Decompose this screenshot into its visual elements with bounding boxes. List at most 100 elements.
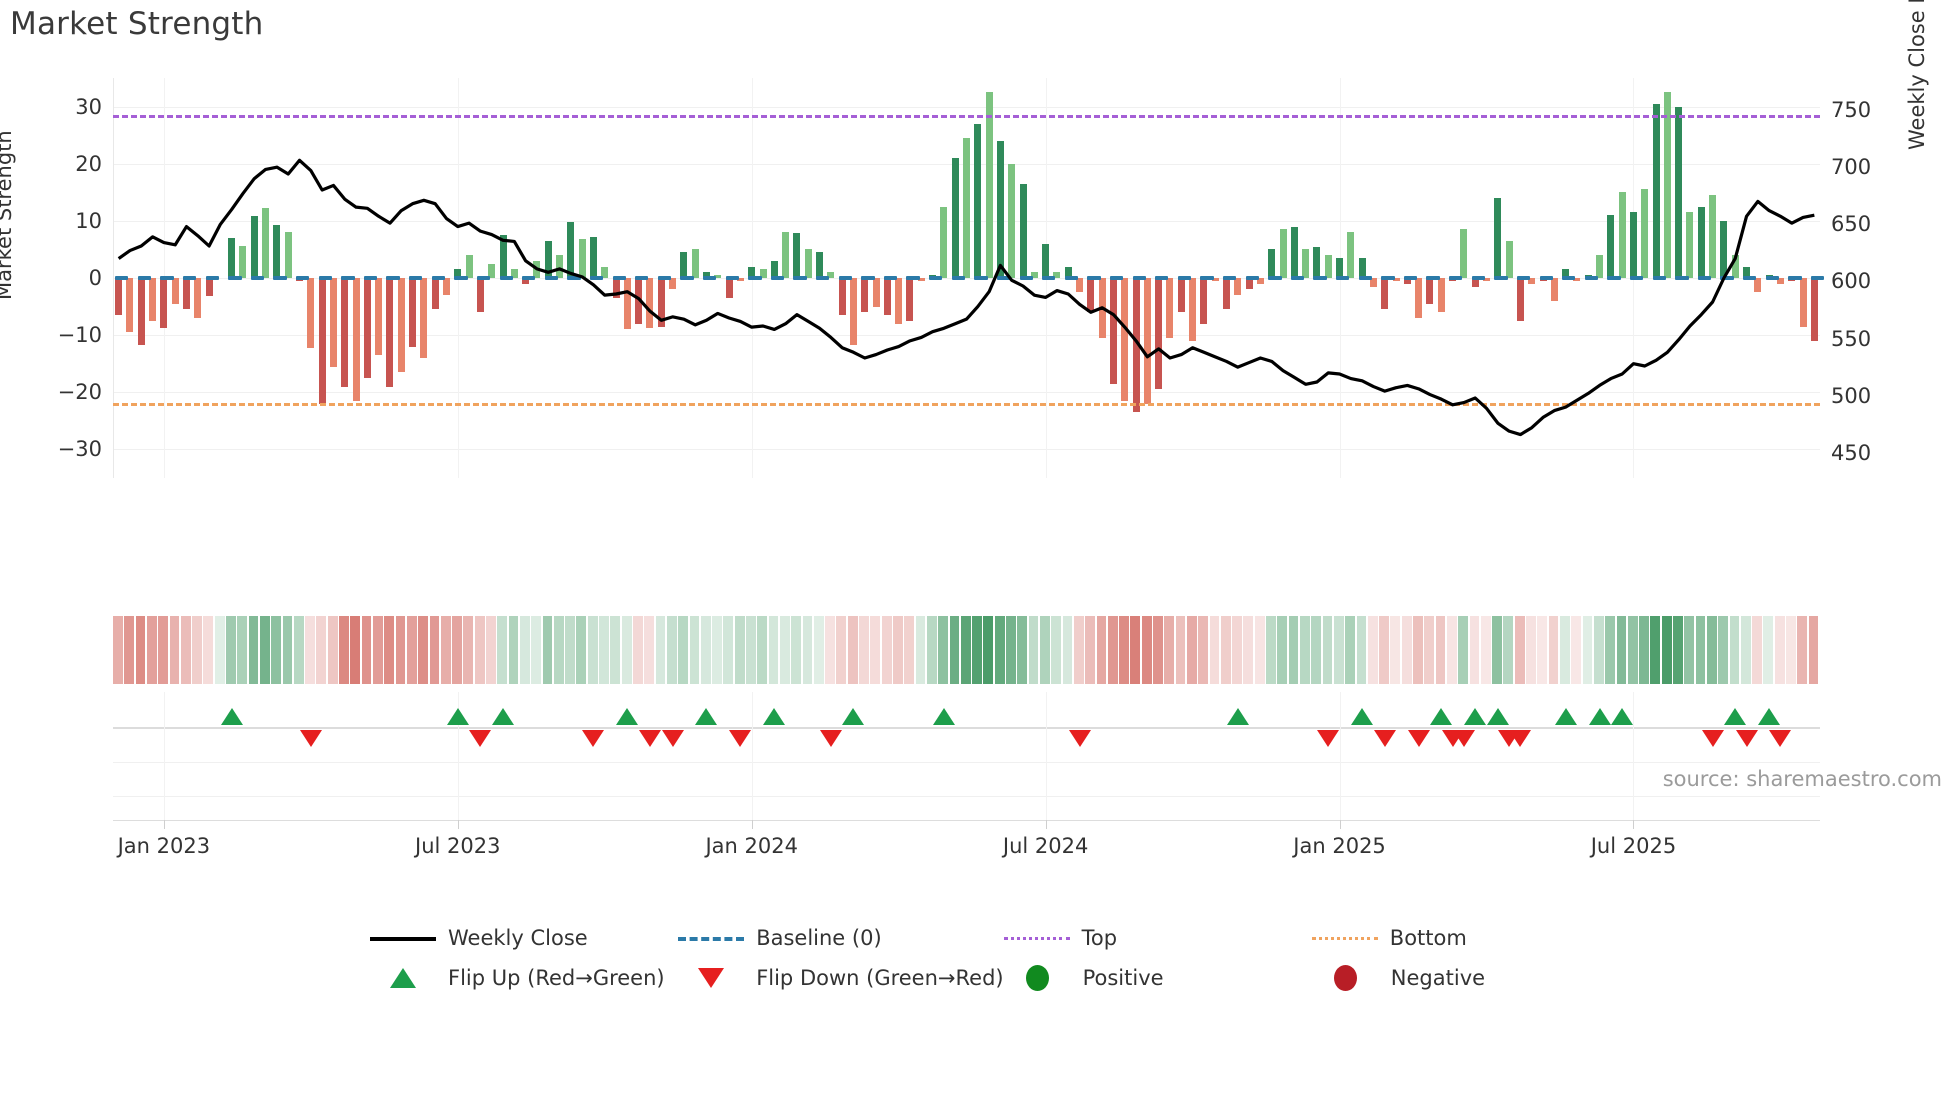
heat-strip-cell bbox=[1650, 616, 1661, 684]
legend-item[interactable]: Positive bbox=[1004, 965, 1312, 991]
baseline-segment bbox=[1539, 276, 1553, 280]
heat-strip-cell bbox=[1593, 616, 1604, 684]
heat-strip-cell bbox=[463, 616, 474, 684]
heat-strip-cell bbox=[1356, 616, 1367, 684]
bar-positive bbox=[1460, 229, 1468, 278]
gridline bbox=[113, 106, 1820, 108]
bar-positive bbox=[228, 238, 236, 278]
heat-strip-cell bbox=[1740, 616, 1751, 684]
x-axis-tick-label: Jul 2023 bbox=[415, 834, 501, 858]
heat-strip-cell bbox=[1164, 616, 1175, 684]
heat-strip-cell bbox=[214, 616, 225, 684]
bar-positive bbox=[940, 206, 948, 278]
legend-item[interactable]: Flip Down (Green→Red) bbox=[678, 965, 1004, 990]
bar-negative bbox=[1483, 278, 1490, 281]
baseline-segment bbox=[725, 276, 739, 280]
baseline-segment bbox=[499, 276, 513, 280]
baseline-segment bbox=[816, 276, 830, 280]
baseline-segment bbox=[1155, 276, 1169, 280]
baseline-segment bbox=[1290, 276, 1305, 280]
baseline-segment bbox=[1132, 276, 1146, 280]
baseline-segment bbox=[680, 276, 694, 280]
flip-up-marker bbox=[1588, 708, 1611, 725]
heat-strip-cell bbox=[1661, 616, 1672, 684]
bar-positive bbox=[1675, 106, 1683, 278]
legend-item[interactable]: Weekly Close bbox=[370, 928, 678, 949]
legend-item[interactable]: Negative bbox=[1312, 965, 1620, 991]
heat-strip-cell bbox=[1706, 616, 1717, 684]
bar-positive bbox=[1607, 215, 1615, 278]
legend-item[interactable]: Top bbox=[1003, 928, 1312, 949]
bar-positive bbox=[250, 216, 258, 278]
baseline-segment bbox=[1042, 276, 1056, 280]
legend-item[interactable]: Flip Up (Red→Green) bbox=[370, 967, 678, 989]
bar-negative bbox=[1155, 278, 1163, 390]
heat-strip-cell bbox=[124, 616, 135, 684]
heat-strip-cell bbox=[158, 616, 168, 684]
baseline-segment bbox=[1494, 276, 1508, 280]
baseline-segment bbox=[1720, 276, 1734, 280]
legend-item[interactable]: Bottom bbox=[1311, 928, 1620, 949]
bar-positive bbox=[1494, 198, 1502, 278]
bar-negative bbox=[849, 278, 857, 346]
bar-negative bbox=[1121, 278, 1129, 401]
heat-strip-cell bbox=[1571, 616, 1582, 684]
legend-label: Negative bbox=[1390, 965, 1486, 990]
heat-strip-cell bbox=[847, 616, 858, 684]
heat-strip-cell bbox=[633, 616, 643, 684]
source-panel bbox=[113, 762, 1820, 820]
heat-strip-cell bbox=[497, 616, 508, 684]
bar-positive bbox=[284, 232, 292, 278]
baseline-segment bbox=[1268, 276, 1282, 280]
legend-item[interactable]: Baseline (0) bbox=[678, 928, 1003, 949]
bar-positive bbox=[691, 249, 699, 278]
y-axis-right-tick: 500 bbox=[1831, 383, 1872, 408]
flip-up-marker bbox=[1758, 708, 1781, 725]
bar-negative bbox=[1211, 278, 1219, 281]
bar-positive bbox=[601, 266, 609, 278]
heat-strip-cell bbox=[791, 616, 802, 684]
bar-positive bbox=[962, 138, 970, 278]
legend-label: Flip Down (Green→Red) bbox=[756, 965, 1004, 990]
heat-strip-cell bbox=[1345, 616, 1355, 684]
x-gridline bbox=[751, 762, 753, 820]
bar-positive bbox=[1641, 189, 1649, 278]
x-axis-tick-mark bbox=[163, 820, 165, 829]
baseline-segment bbox=[1697, 276, 1712, 280]
bar-negative bbox=[1256, 278, 1264, 284]
heat-strip-cell bbox=[135, 616, 146, 684]
bar-positive bbox=[1505, 240, 1513, 278]
baseline-segment bbox=[137, 276, 152, 280]
bar-negative bbox=[1573, 278, 1581, 281]
gridline bbox=[113, 392, 1820, 394]
gridline bbox=[113, 278, 1820, 279]
heat-strip-cell bbox=[915, 616, 926, 684]
bar-negative bbox=[1516, 278, 1524, 321]
heat-strip-cell bbox=[1028, 616, 1039, 684]
bar-negative bbox=[872, 278, 880, 307]
x-gridline bbox=[1339, 692, 1341, 762]
bar-negative bbox=[725, 278, 733, 298]
bar-negative bbox=[1200, 278, 1208, 324]
bar-negative bbox=[1087, 278, 1095, 313]
heat-strip-cell bbox=[1469, 616, 1480, 684]
bar-negative bbox=[906, 278, 914, 321]
baseline-segment bbox=[1810, 276, 1825, 280]
heat-strip-cell bbox=[1153, 616, 1163, 684]
heat-strip-cell bbox=[836, 616, 847, 684]
bar-positive bbox=[996, 140, 1004, 278]
baseline-segment bbox=[318, 276, 332, 280]
heat-strip-cell bbox=[1752, 616, 1762, 684]
heat-strip-cell bbox=[972, 616, 982, 684]
y-axis-spine bbox=[113, 78, 114, 478]
flip-down-marker bbox=[1701, 730, 1724, 747]
triangle-down-red-icon bbox=[698, 968, 725, 988]
heat-strip-cell bbox=[1254, 616, 1265, 684]
bar-negative bbox=[657, 278, 665, 327]
y-axis-right-label: Weekly Close Price bbox=[1905, 0, 1929, 150]
bar-positive bbox=[680, 252, 688, 278]
bar-negative bbox=[431, 278, 439, 310]
source-note: source: sharemaestro.com bbox=[1662, 767, 1942, 791]
y-axis-right-tick: 650 bbox=[1831, 212, 1872, 237]
bar-negative bbox=[420, 278, 428, 358]
